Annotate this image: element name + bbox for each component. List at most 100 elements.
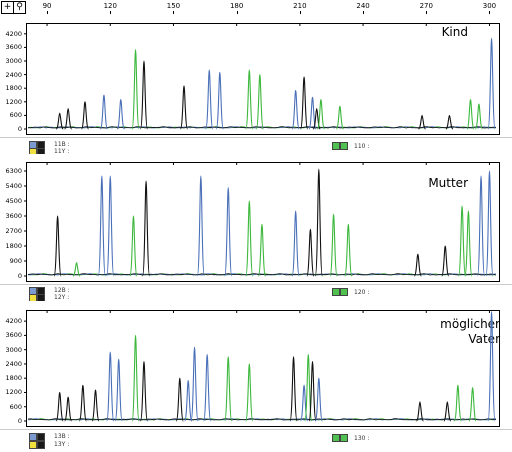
y-tick-label: 2700 (5, 227, 22, 235)
y-tick-label: 4500 (5, 197, 22, 205)
black-peak (78, 384, 87, 422)
green-peak (255, 74, 264, 130)
blue-peak (196, 175, 205, 277)
y-tick-label: 4200 (5, 317, 22, 326)
black-peak (53, 215, 62, 277)
blue-peak (476, 175, 486, 277)
ruler-label: 120 (103, 2, 117, 10)
black-peak (142, 180, 151, 277)
green-peak (344, 223, 353, 277)
ruler-label: 240 (356, 2, 370, 10)
legend-strip: 13B : 13Y : 130 : (0, 429, 512, 452)
green-channel-checkbox-2[interactable] (340, 434, 348, 442)
black-channel-checkbox-2[interactable] (37, 441, 45, 449)
black-peak (417, 114, 427, 130)
y-tick-label: 1800 (5, 374, 22, 383)
black-peak (80, 101, 90, 130)
black-peak (55, 112, 64, 130)
green-peak (304, 353, 313, 422)
blue-peak (190, 346, 199, 422)
y-tick-label: 6300 (5, 167, 22, 175)
blue-peak (224, 187, 233, 277)
blue-peak (215, 71, 224, 130)
y-tick-label: 1200 (5, 388, 22, 397)
ruler-label: 150 (166, 2, 181, 10)
y-tick-label: 600 (9, 111, 22, 120)
black-peak (415, 401, 425, 422)
legend-strip: 12B : 12Y : 120 : (0, 284, 512, 302)
panel-title: Mutter (428, 176, 468, 190)
green-channel-checkbox[interactable] (332, 142, 340, 150)
black-peak (300, 76, 309, 130)
y-tick-label: 0 (17, 272, 22, 280)
black-peak (289, 356, 298, 422)
black-baseline-trace (27, 126, 497, 129)
y-tick-label: 3600 (5, 331, 22, 340)
panel-title-line-1: möglicher (440, 317, 500, 331)
blue-channel-checkbox[interactable] (29, 433, 37, 441)
green-channel-checkbox[interactable] (332, 288, 340, 296)
ruler-tick (110, 11, 112, 14)
zoom-icon[interactable]: ⚲ (13, 1, 26, 14)
legend-center: 110 : (354, 143, 370, 150)
panel-title: Kind (441, 25, 468, 39)
legend-row2: 12Y : (54, 294, 70, 301)
black-peak (308, 361, 317, 422)
green-peak (458, 205, 467, 277)
legend-row2: 11Y : (54, 148, 70, 155)
black-peak (445, 114, 454, 130)
black-peak (306, 228, 315, 277)
blue-peak (291, 210, 300, 277)
blue-peak (291, 89, 300, 130)
ruler-tick (299, 11, 301, 14)
green-peak (474, 103, 483, 130)
green-peak (464, 210, 473, 277)
ruler-tick (173, 11, 175, 14)
black-peak (441, 245, 450, 277)
green-peak (129, 215, 138, 277)
ruler-tick (489, 11, 491, 14)
black-peak (413, 253, 422, 277)
blue-peak (99, 94, 109, 130)
legend-center: 130 : (354, 435, 370, 442)
blue-peak (114, 358, 123, 422)
blue-peak (314, 377, 323, 422)
black-peak (139, 60, 149, 130)
y-tick-label: 5400 (5, 182, 22, 190)
y-tick-label: 3600 (5, 212, 22, 220)
y-tick-label: 0 (17, 417, 22, 425)
green-peak (131, 334, 140, 422)
ruler-label: 270 (419, 2, 433, 10)
black-peak (175, 377, 184, 422)
green-channel-checkbox[interactable] (332, 434, 340, 442)
legend-row2: 13Y : (54, 441, 70, 448)
green-peak (245, 200, 254, 277)
y-tick-label: 1800 (5, 242, 22, 250)
green-peak (257, 223, 267, 277)
legend-strip: 11B : 11Y : 110 : (0, 137, 512, 156)
ruler-tick (236, 11, 238, 14)
yellow-channel-checkbox[interactable] (29, 441, 37, 449)
green-channel-checkbox-2[interactable] (340, 142, 348, 150)
ruler-label: 300 (482, 2, 497, 10)
green-peak (245, 363, 254, 422)
trace-plot (24, 162, 497, 277)
blue-peak (106, 175, 115, 277)
black-channel-checkbox[interactable] (37, 433, 45, 441)
y-tick-label: 4200 (5, 29, 22, 38)
y-tick-label: 0 (17, 125, 22, 133)
black-peak (64, 396, 73, 422)
ruler-bar: + ⚲ 90 120 150 180 210 240 270 300 (0, 0, 512, 14)
black-peak (139, 361, 149, 422)
green-peak (316, 98, 325, 130)
green-peak (329, 213, 338, 277)
black-peak (314, 168, 323, 277)
black-peak (55, 391, 64, 422)
blue-peak (203, 353, 212, 422)
legend-row1: 11B : (54, 141, 70, 148)
green-channel-checkbox-2[interactable] (340, 288, 348, 296)
ruler-label: 180 (229, 2, 244, 10)
blue-peak (205, 69, 214, 130)
blue-peak (487, 37, 496, 130)
y-tick-label: 900 (9, 257, 22, 265)
